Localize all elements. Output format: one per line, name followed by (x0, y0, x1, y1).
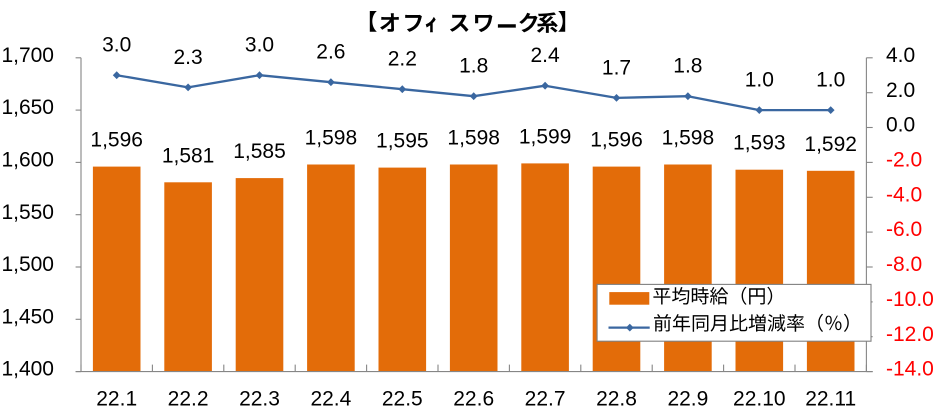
svg-text:22.10: 22.10 (733, 388, 786, 411)
svg-text:1,598: 1,598 (447, 127, 500, 150)
svg-text:-6.0: -6.0 (886, 218, 922, 241)
svg-text:22.5: 22.5 (382, 388, 423, 411)
svg-text:0.0: 0.0 (886, 114, 915, 137)
svg-text:22.3: 22.3 (239, 388, 280, 411)
svg-text:1,596: 1,596 (590, 129, 643, 152)
svg-text:22.11: 22.11 (805, 388, 856, 411)
svg-text:1,598: 1,598 (305, 127, 358, 150)
svg-text:3.0: 3.0 (102, 34, 131, 57)
svg-text:-12.0: -12.0 (886, 323, 934, 346)
svg-text:1,550: 1,550 (1, 201, 54, 224)
svg-text:22.2: 22.2 (168, 388, 209, 411)
svg-text:-14.0: -14.0 (886, 358, 934, 381)
svg-text:1.8: 1.8 (459, 55, 488, 78)
svg-text:1.7: 1.7 (602, 56, 631, 79)
svg-text:2.3: 2.3 (173, 46, 202, 69)
svg-text:2.4: 2.4 (530, 44, 560, 67)
svg-text:1.0: 1.0 (816, 69, 845, 92)
svg-text:2.2: 2.2 (388, 48, 417, 71)
svg-text:1,500: 1,500 (1, 253, 54, 276)
svg-text:1,581: 1,581 (162, 144, 215, 167)
svg-text:22.7: 22.7 (525, 388, 566, 411)
svg-text:1,592: 1,592 (804, 133, 857, 156)
svg-text:1,400: 1,400 (1, 358, 54, 381)
svg-text:-10.0: -10.0 (886, 288, 934, 311)
svg-text:1,599: 1,599 (519, 125, 572, 148)
svg-text:-8.0: -8.0 (886, 253, 922, 276)
svg-text:1,598: 1,598 (662, 127, 715, 150)
svg-text:1,585: 1,585 (233, 140, 286, 163)
svg-text:1,650: 1,650 (1, 96, 54, 119)
svg-text:1,593: 1,593 (733, 132, 786, 155)
svg-text:1,595: 1,595 (376, 130, 429, 153)
svg-text:1,596: 1,596 (90, 129, 143, 152)
svg-text:22.4: 22.4 (310, 388, 351, 411)
svg-text:1,450: 1,450 (1, 305, 54, 328)
svg-text:22.9: 22.9 (667, 388, 708, 411)
svg-text:22.6: 22.6 (453, 388, 494, 411)
svg-text:22.1: 22.1 (96, 388, 137, 411)
svg-text:1,700: 1,700 (1, 44, 54, 67)
svg-text:1.0: 1.0 (745, 69, 774, 92)
svg-text:1.8: 1.8 (673, 55, 702, 78)
svg-text:-4.0: -4.0 (886, 183, 922, 206)
svg-text:-2.0: -2.0 (886, 149, 922, 172)
svg-text:1,600: 1,600 (1, 149, 54, 172)
svg-text:4.0: 4.0 (886, 44, 915, 67)
svg-text:22.8: 22.8 (596, 388, 637, 411)
svg-text:2.6: 2.6 (316, 41, 345, 64)
svg-text:2.0: 2.0 (886, 79, 915, 102)
svg-text:3.0: 3.0 (245, 34, 274, 57)
